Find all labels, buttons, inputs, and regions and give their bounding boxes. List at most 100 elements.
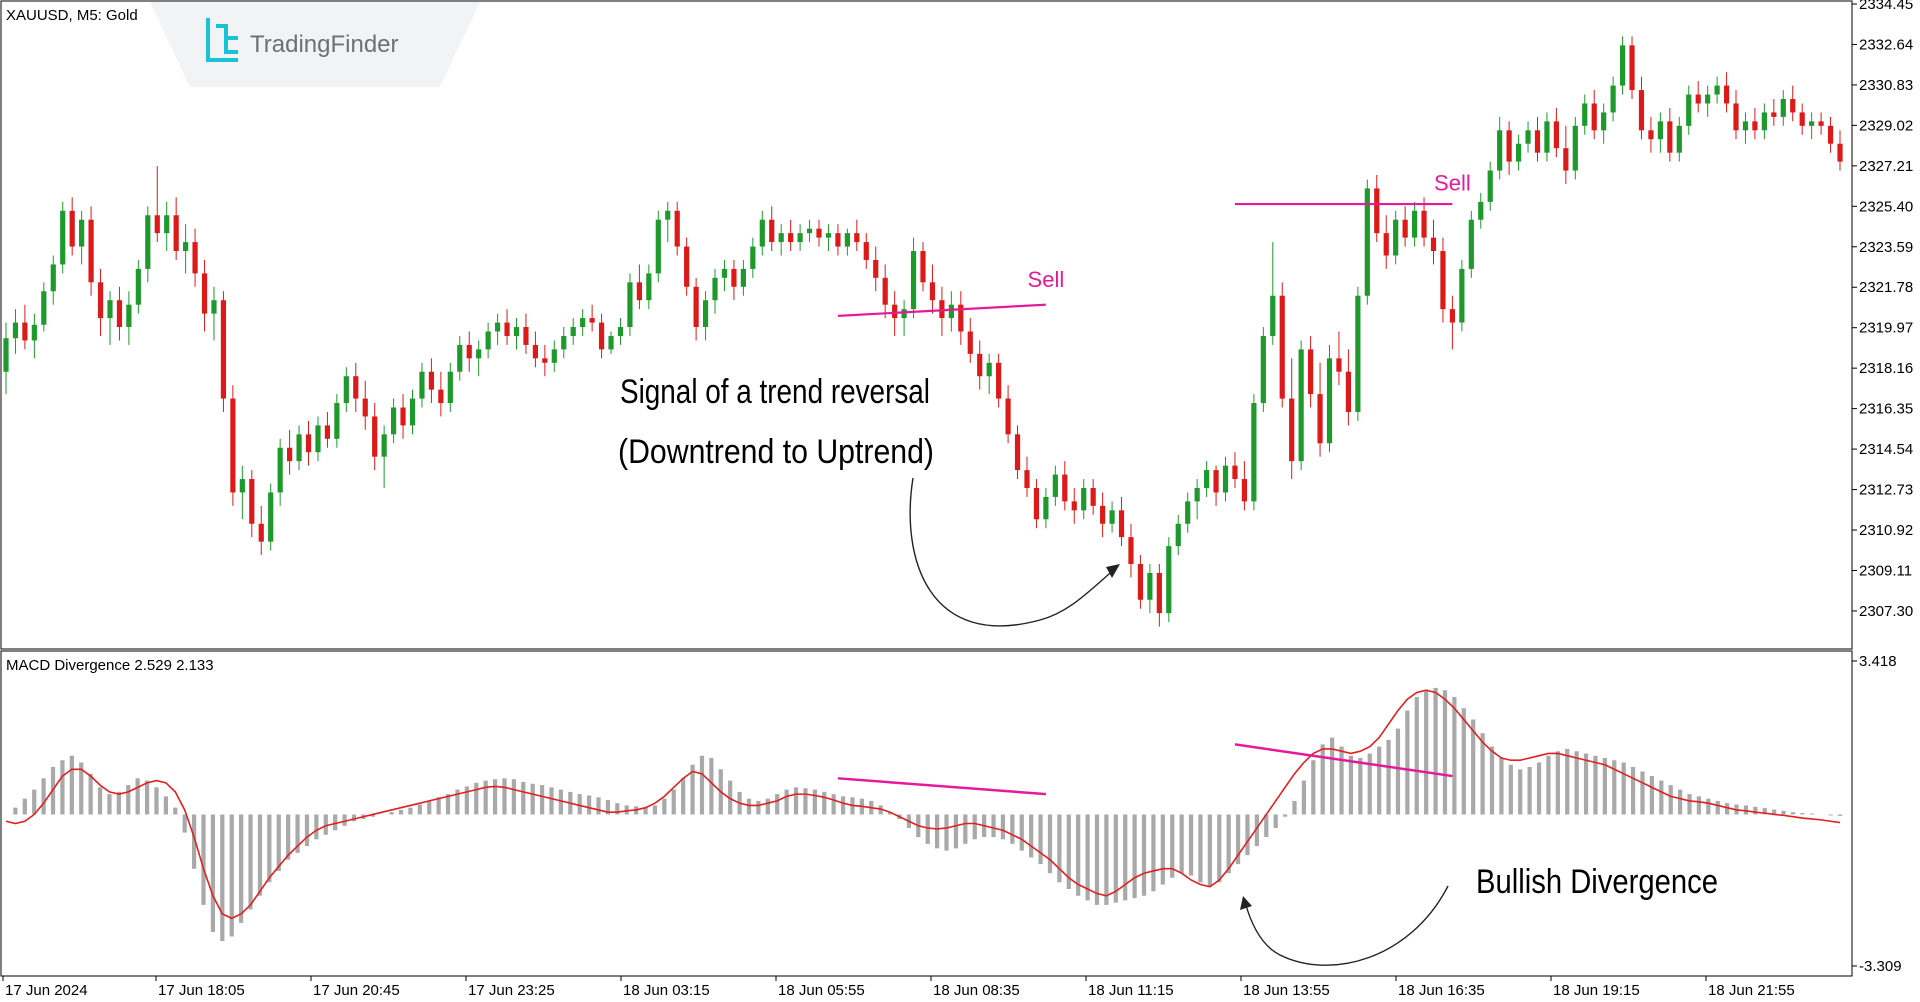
candle-body xyxy=(1638,90,1645,131)
candle-body xyxy=(608,335,614,350)
candle-body xyxy=(97,282,104,319)
candle-body xyxy=(334,403,340,439)
price-tick-label: 2332.64 xyxy=(1859,36,1913,53)
candle-body xyxy=(485,331,491,350)
candle-body xyxy=(646,273,652,301)
candle-body xyxy=(277,447,283,493)
indicator-info: MACD Divergence 2.529 2.133 xyxy=(6,657,214,674)
candle-body xyxy=(12,322,19,339)
candle-body xyxy=(1601,112,1607,131)
candle-body xyxy=(721,268,728,278)
price-tick-label: 2318.16 xyxy=(1859,360,1913,377)
candle-body xyxy=(1279,295,1285,399)
candle-body xyxy=(230,398,236,493)
candle-body xyxy=(1194,487,1200,502)
candle-body xyxy=(1619,45,1626,86)
candle-body xyxy=(1071,501,1077,511)
candle-body xyxy=(1043,496,1049,520)
candle-body xyxy=(249,479,255,524)
candle-body xyxy=(1213,470,1219,493)
candle-body xyxy=(551,349,557,363)
candle-body xyxy=(1241,479,1248,502)
candle-body xyxy=(1137,563,1144,600)
candle-body xyxy=(1024,470,1030,488)
candle-body xyxy=(740,268,746,287)
candle-body xyxy=(372,416,378,457)
candle-body xyxy=(1487,170,1493,202)
candle-body xyxy=(750,246,756,269)
candle-body xyxy=(1497,130,1503,171)
candle-body xyxy=(1156,572,1162,614)
price-tick-label: 2314.54 xyxy=(1859,441,1913,458)
candle-body xyxy=(41,291,47,325)
candle-body xyxy=(22,322,28,341)
candle-body xyxy=(1667,121,1673,153)
candle-body xyxy=(438,389,444,404)
candle-body xyxy=(211,300,217,314)
tradingfinder-logo-icon xyxy=(206,18,238,62)
candle-body xyxy=(1307,349,1314,395)
candle-body xyxy=(400,407,406,426)
candle-body xyxy=(145,215,151,269)
candle-body xyxy=(788,233,794,243)
candle-body xyxy=(88,219,94,283)
signal-label-sell: Sell xyxy=(1028,267,1065,292)
price-tick-label: 2319.97 xyxy=(1859,320,1913,337)
candle-body xyxy=(1430,237,1437,252)
time-axis: 17 Jun 2024 17 Jun 18:05 17 Jun 20:45 17 Ju… xyxy=(2,976,1795,999)
candle-body xyxy=(1033,487,1040,520)
candle-body xyxy=(1468,219,1474,269)
macd-histogram xyxy=(13,687,1843,941)
candle-body xyxy=(542,358,548,363)
candle-body xyxy=(1289,398,1295,462)
time-tick-label: 17 Jun 20:45 xyxy=(313,982,400,997)
candle-body xyxy=(996,362,1002,399)
candle-body xyxy=(835,233,841,247)
candle-body xyxy=(1553,121,1559,149)
candle-body xyxy=(580,318,586,328)
candle-body xyxy=(1298,349,1304,462)
candle-body xyxy=(948,304,954,319)
candle-body xyxy=(1345,371,1352,412)
candle-body xyxy=(1222,465,1229,493)
candle-body xyxy=(258,523,264,542)
price-tick-label: 2334.45 xyxy=(1859,0,1913,13)
candle-body xyxy=(1837,143,1843,162)
divergence-arrow-head xyxy=(1240,896,1252,910)
candle-body xyxy=(684,246,690,287)
candle-body xyxy=(1052,474,1058,497)
candle-body xyxy=(183,242,189,252)
signal-lines: SellSellBuySell xyxy=(837,171,1471,317)
candle-body xyxy=(1005,398,1011,435)
candle-body xyxy=(1544,121,1550,153)
candle-body xyxy=(655,219,661,274)
candle-body xyxy=(825,233,832,238)
candle-body xyxy=(1563,148,1569,171)
candle-body xyxy=(1723,85,1730,104)
candle-body xyxy=(617,327,624,336)
candle-body xyxy=(693,286,699,328)
candle-body xyxy=(1676,125,1682,153)
candle-body xyxy=(1270,295,1276,336)
price-axis: 2334.45 2332.64 2330.83 2329.02 2327.21 2325.… xyxy=(1852,0,1913,620)
candle-body xyxy=(1100,505,1106,524)
candle-body xyxy=(570,327,576,336)
candle-body xyxy=(702,300,709,328)
candle-body xyxy=(50,264,56,292)
time-tick-label: 18 Jun 11:15 xyxy=(1088,982,1174,997)
candle-body xyxy=(164,215,170,234)
candle-body xyxy=(390,407,397,435)
candle-body xyxy=(1421,210,1427,238)
divergence-line xyxy=(1234,743,1453,778)
candle-body xyxy=(116,300,123,328)
candle-body xyxy=(1714,85,1720,95)
candle-body xyxy=(1771,112,1777,117)
candle-body xyxy=(1185,501,1191,524)
candlestick-series xyxy=(3,36,1843,627)
candle-body xyxy=(353,376,359,399)
candle-body xyxy=(3,338,9,372)
candle-body xyxy=(1742,121,1749,131)
candle-body xyxy=(1695,94,1701,104)
